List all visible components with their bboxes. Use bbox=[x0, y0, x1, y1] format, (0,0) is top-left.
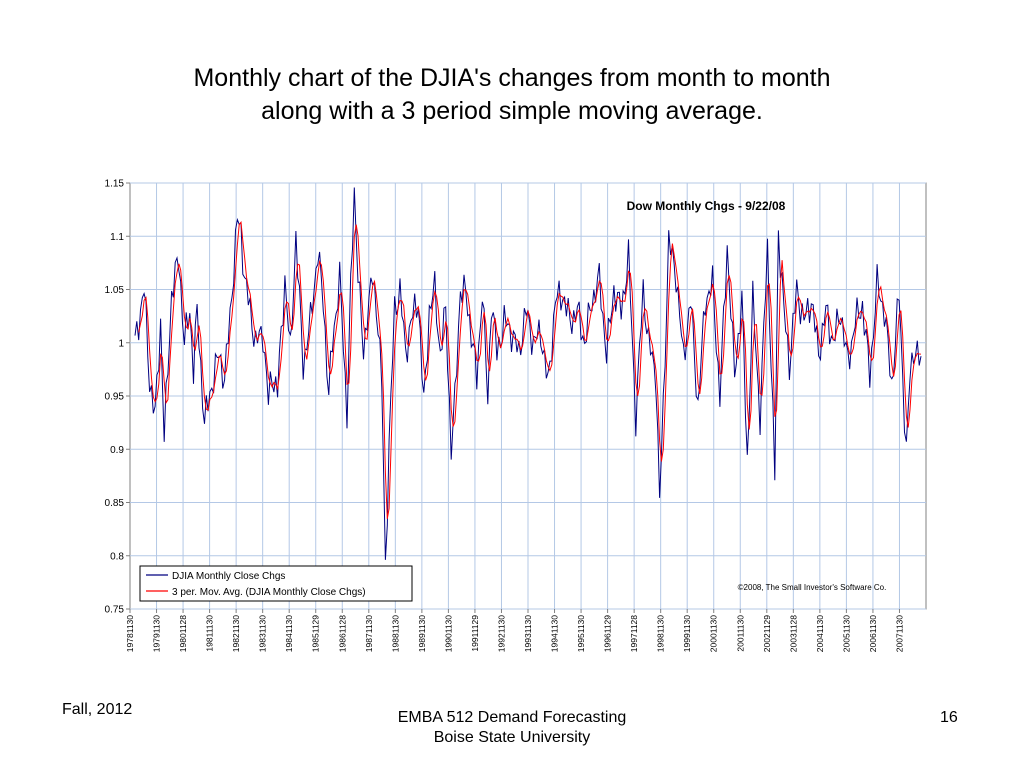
chart-title: Dow Monthly Chgs - 9/22/08 bbox=[627, 199, 786, 213]
footer-date: Fall, 2012 bbox=[62, 701, 133, 718]
x-tick-label: 19811130 bbox=[205, 615, 215, 652]
x-tick-label: 20061130 bbox=[868, 615, 878, 652]
x-tick-label: 19901130 bbox=[443, 615, 453, 652]
x-tick-label: 20011130 bbox=[735, 615, 745, 652]
y-tick-label: 0.95 bbox=[105, 392, 125, 403]
y-tick-label: 1 bbox=[118, 338, 124, 349]
x-tick-label: 19861128 bbox=[337, 615, 347, 652]
y-tick-label: 1.15 bbox=[105, 179, 125, 190]
x-tick-label: 19931130 bbox=[523, 615, 533, 652]
slide-title: Monthly chart of the DJIA's changes from… bbox=[0, 62, 1024, 128]
x-tick-label: 20051130 bbox=[841, 615, 851, 652]
x-tick-label: 19911129 bbox=[470, 615, 480, 652]
x-tick-label: 19921130 bbox=[496, 615, 506, 652]
legend-label-series2: 3 per. Mov. Avg. (DJIA Monthly Close Chg… bbox=[172, 587, 366, 598]
x-tick-label: 19961129 bbox=[603, 615, 613, 652]
x-tick-label: 20001130 bbox=[709, 615, 719, 652]
footer-page-number: 16 bbox=[940, 709, 958, 726]
x-tick-label: 19841130 bbox=[284, 615, 294, 652]
legend-label-series1: DJIA Monthly Close Chgs bbox=[172, 571, 285, 582]
y-tick-label: 0.8 bbox=[110, 551, 124, 562]
y-tick-label: 1.1 bbox=[110, 232, 124, 243]
x-tick-label: 19851129 bbox=[311, 615, 321, 652]
y-tick-label: 0.75 bbox=[105, 605, 125, 616]
x-tick-label: 20071130 bbox=[894, 615, 904, 652]
x-tick-label: 19881130 bbox=[390, 615, 400, 652]
footer-course-line1: EMBA 512 Demand Forecasting bbox=[397, 709, 627, 726]
x-tick-label: 19801128 bbox=[178, 615, 188, 652]
x-tick-label: 19791130 bbox=[152, 615, 162, 652]
x-tick-label: 20021129 bbox=[762, 615, 772, 652]
series-3-period-moving-average bbox=[138, 220, 922, 519]
chart-copyright: ©2008, The Small Investor's Software Co. bbox=[738, 583, 887, 592]
x-tick-label: 19831130 bbox=[258, 615, 268, 652]
x-tick-label: 20041130 bbox=[815, 615, 825, 652]
x-tick-label: 19781130 bbox=[125, 615, 135, 652]
x-tick-label: 19951130 bbox=[576, 615, 586, 652]
x-tick-label: 19941130 bbox=[550, 615, 560, 652]
footer-course: EMBA 512 Demand Forecasting Boise State … bbox=[362, 708, 662, 748]
footer-course-line2: Boise State University bbox=[433, 729, 591, 746]
x-tick-label: 19971128 bbox=[629, 615, 639, 652]
x-tick-label: 19821130 bbox=[231, 615, 241, 652]
x-tick-label: 19871130 bbox=[364, 615, 374, 652]
x-tick-label: 19991130 bbox=[682, 615, 692, 652]
y-tick-label: 0.85 bbox=[105, 498, 125, 509]
x-tick-label: 19891130 bbox=[417, 615, 427, 652]
x-tick-label: 20031128 bbox=[788, 615, 798, 652]
y-tick-label: 0.9 bbox=[110, 445, 124, 456]
slide-title-line1: Monthly chart of the DJIA's changes from… bbox=[193, 64, 831, 92]
x-tick-label: 19981130 bbox=[656, 615, 666, 652]
y-tick-label: 1.05 bbox=[105, 285, 125, 296]
slide-title-line2: along with a 3 period simple moving aver… bbox=[261, 97, 763, 125]
legend-box bbox=[139, 565, 413, 602]
